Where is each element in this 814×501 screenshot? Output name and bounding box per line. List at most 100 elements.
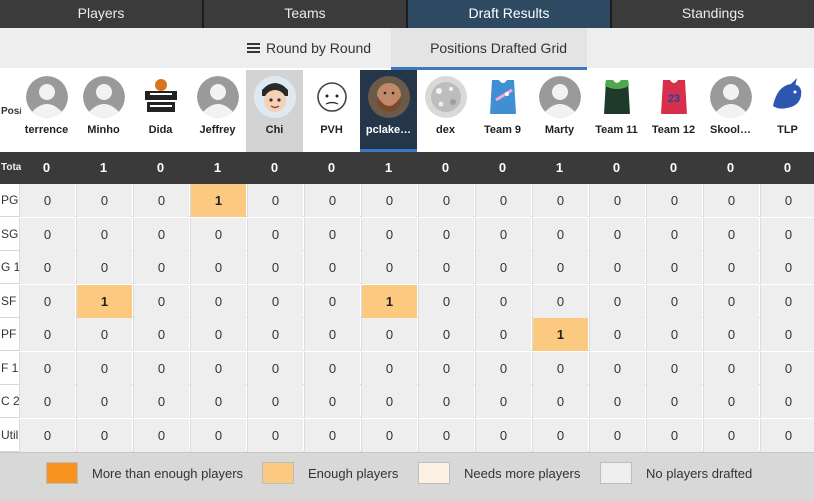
tab-players[interactable]: Players (0, 0, 204, 28)
grid-cell: 0 (532, 385, 588, 418)
legend-label: Enough players (308, 465, 399, 481)
team-name: Jeffrey (199, 124, 236, 136)
grid-icon (411, 42, 424, 55)
team-column-header[interactable]: Marty (531, 70, 588, 152)
blue-jersey-avatar-icon (482, 76, 524, 118)
total-cell: 1 (99, 160, 108, 175)
grid-cell: 0 (76, 184, 132, 217)
subtab-round-by-round[interactable]: Round by Round (227, 28, 391, 68)
tab-standings[interactable]: Standings (612, 0, 814, 28)
grid-cell: 0 (76, 318, 132, 351)
grid-cell: 0 (247, 351, 303, 385)
grid-cell: 0 (589, 184, 645, 217)
grid-cell: 0 (703, 251, 759, 284)
grid-cell: 0 (361, 351, 417, 385)
grid-cell: 0 (703, 351, 759, 385)
total-cell: 0 (726, 160, 735, 175)
glitter-ball-avatar-icon (425, 76, 467, 118)
grid-cell: 0 (304, 284, 360, 318)
grid-cell: 0 (760, 351, 814, 385)
grid-cell: 0 (361, 385, 417, 418)
position-label: PG (0, 184, 20, 217)
grid-cell: 0 (418, 318, 474, 351)
grid-cell: 0 (19, 351, 75, 385)
position-row: SG 0 0 0 0 0 0 0 0 0 0 0 0 0 0 (0, 217, 814, 251)
team-name: Team 12 (651, 124, 696, 136)
team-column-header[interactable]: Minho (75, 70, 132, 152)
grid-cell: 0 (361, 418, 417, 452)
grid-cell: 0 (589, 351, 645, 385)
position-label: F 1 (0, 351, 20, 385)
team-name: pclake… (365, 124, 412, 136)
pos-total-header: Pos/Total (1, 106, 21, 117)
grid-cell: 0 (532, 284, 588, 318)
grid-cell: 1 (76, 284, 132, 318)
grid-cell: 0 (475, 418, 531, 452)
team-column-header[interactable]: Skool… (702, 70, 759, 152)
team-name: PVH (320, 124, 343, 136)
grid-cell: 0 (190, 418, 246, 452)
grid-cell: 0 (418, 217, 474, 251)
total-cell: 0 (441, 160, 450, 175)
grid-cell: 0 (418, 251, 474, 284)
grid-cell: 0 (475, 217, 531, 251)
grid-cell: 0 (19, 284, 75, 318)
grid-cell: 0 (76, 418, 132, 452)
team-column-header[interactable]: Team 9 (474, 70, 531, 152)
grid-cell: 0 (760, 284, 814, 318)
position-row: SF 0 1 0 0 0 0 1 0 0 0 0 0 0 0 (0, 284, 814, 318)
subtab-round-by-round-label: Round by Round (265, 40, 372, 56)
team-name: Marty (544, 124, 575, 136)
grid-cell: 0 (19, 251, 75, 284)
subtab-positions-grid-label: Positions Drafted Grid (430, 40, 568, 56)
grid-cell: 0 (361, 217, 417, 251)
subtab-positions-drafted-grid[interactable]: Positions Drafted Grid (391, 28, 588, 70)
grid-cell: 0 (760, 217, 814, 251)
tab-draft-results[interactable]: Draft Results (408, 0, 612, 28)
grid-cell: 0 (304, 184, 360, 217)
grid-cell: 0 (646, 184, 702, 217)
grid-cell: 0 (760, 251, 814, 284)
grid-cell: 0 (76, 351, 132, 385)
team-name: Team 9 (483, 124, 522, 136)
team-column-header[interactable]: dex (417, 70, 474, 152)
team-column-header[interactable]: 23 Team 12 (645, 70, 702, 152)
grid-cell: 0 (475, 284, 531, 318)
total-cell: 0 (42, 160, 51, 175)
grid-cell: 0 (418, 351, 474, 385)
default-user-icon (197, 76, 239, 118)
total-cell: 0 (669, 160, 678, 175)
team-column-header[interactable]: pclake… (360, 70, 417, 152)
tab-teams[interactable]: Teams (204, 0, 408, 28)
total-cell: 0 (612, 160, 621, 175)
default-user-icon (83, 76, 125, 118)
team-column-header[interactable]: terrence (18, 70, 75, 152)
grid-cell: 0 (19, 217, 75, 251)
team-column-header[interactable]: Chi (246, 70, 303, 152)
team-name: Dida (148, 124, 173, 136)
legend-item: More than enough players (46, 462, 243, 484)
grid-cell: 0 (247, 217, 303, 251)
grid-cell: 0 (418, 385, 474, 418)
blue-dragon-avatar-icon (767, 76, 809, 118)
team-column-header[interactable]: TLP (759, 70, 814, 152)
grid-cell: 0 (475, 318, 531, 351)
team-column-header[interactable]: Jeffrey (189, 70, 246, 152)
top-navigation: Players Teams Draft Results Standings (0, 0, 814, 28)
grid-cell: 0 (19, 385, 75, 418)
grid-cell: 0 (703, 418, 759, 452)
grid-cell: 0 (475, 251, 531, 284)
team-name: Chi (265, 124, 284, 136)
grid-cell: 0 (589, 318, 645, 351)
total-cell: 1 (213, 160, 222, 175)
team-column-header[interactable]: Team 11 (588, 70, 645, 152)
team-name: dex (436, 124, 455, 136)
team-column-header[interactable]: Dida (132, 70, 189, 152)
grid-cell: 0 (247, 251, 303, 284)
grid-cell: 0 (133, 184, 189, 217)
totals-row: Total 0 1 0 1 0 0 1 0 0 1 0 0 0 0 (0, 152, 814, 184)
grid-cell: 0 (703, 217, 759, 251)
team-column-header[interactable]: PVH (303, 70, 360, 152)
position-label: C 2 (0, 385, 20, 418)
